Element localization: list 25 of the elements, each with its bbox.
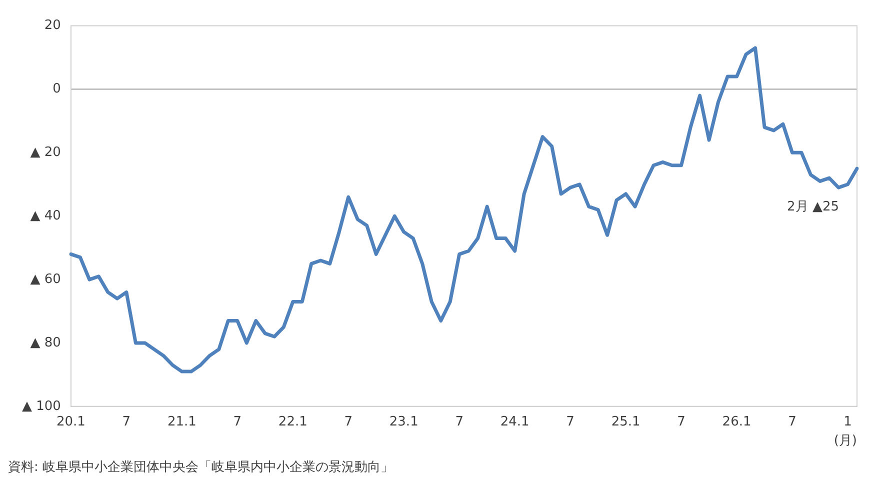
y-tick-label: ▲ 80: [30, 335, 61, 350]
y-tick-label: ▲ 60: [30, 272, 61, 287]
x-tick-label: 1: [844, 414, 852, 430]
x-axis-title: (月): [834, 433, 857, 448]
x-tick-label: 7: [677, 414, 686, 430]
x-tick-label: 7: [233, 414, 242, 430]
x-tick-label: 20.1: [56, 414, 86, 430]
x-tick-label: 7: [788, 414, 796, 430]
y-tick-label: ▲ 100: [22, 398, 61, 414]
text: 資料: 岐阜県中小企業団体中央会「岐阜県内中小企業の景況動向」: [8, 459, 395, 476]
x-tick-label: 7: [566, 414, 574, 430]
x-tick-label: 21.1: [167, 414, 196, 430]
x-tick-label: 24.1: [500, 414, 530, 430]
annotation: 2月 ▲25: [787, 199, 839, 214]
x-tick-label: 23.1: [389, 414, 418, 430]
y-tick-label: 0: [52, 82, 61, 97]
y-tick-label: 20: [44, 18, 61, 34]
x-tick-label: 7: [122, 414, 131, 430]
x-tick-label: 25.1: [611, 414, 640, 430]
x-tick-label: 7: [344, 414, 353, 430]
y-tick-label: ▲ 20: [30, 145, 61, 160]
y-tick-label: ▲ 40: [30, 208, 61, 224]
x-tick-label: 26.1: [722, 414, 752, 430]
x-tick-label: 7: [455, 414, 464, 430]
x-tick-label: 22.1: [278, 414, 308, 430]
